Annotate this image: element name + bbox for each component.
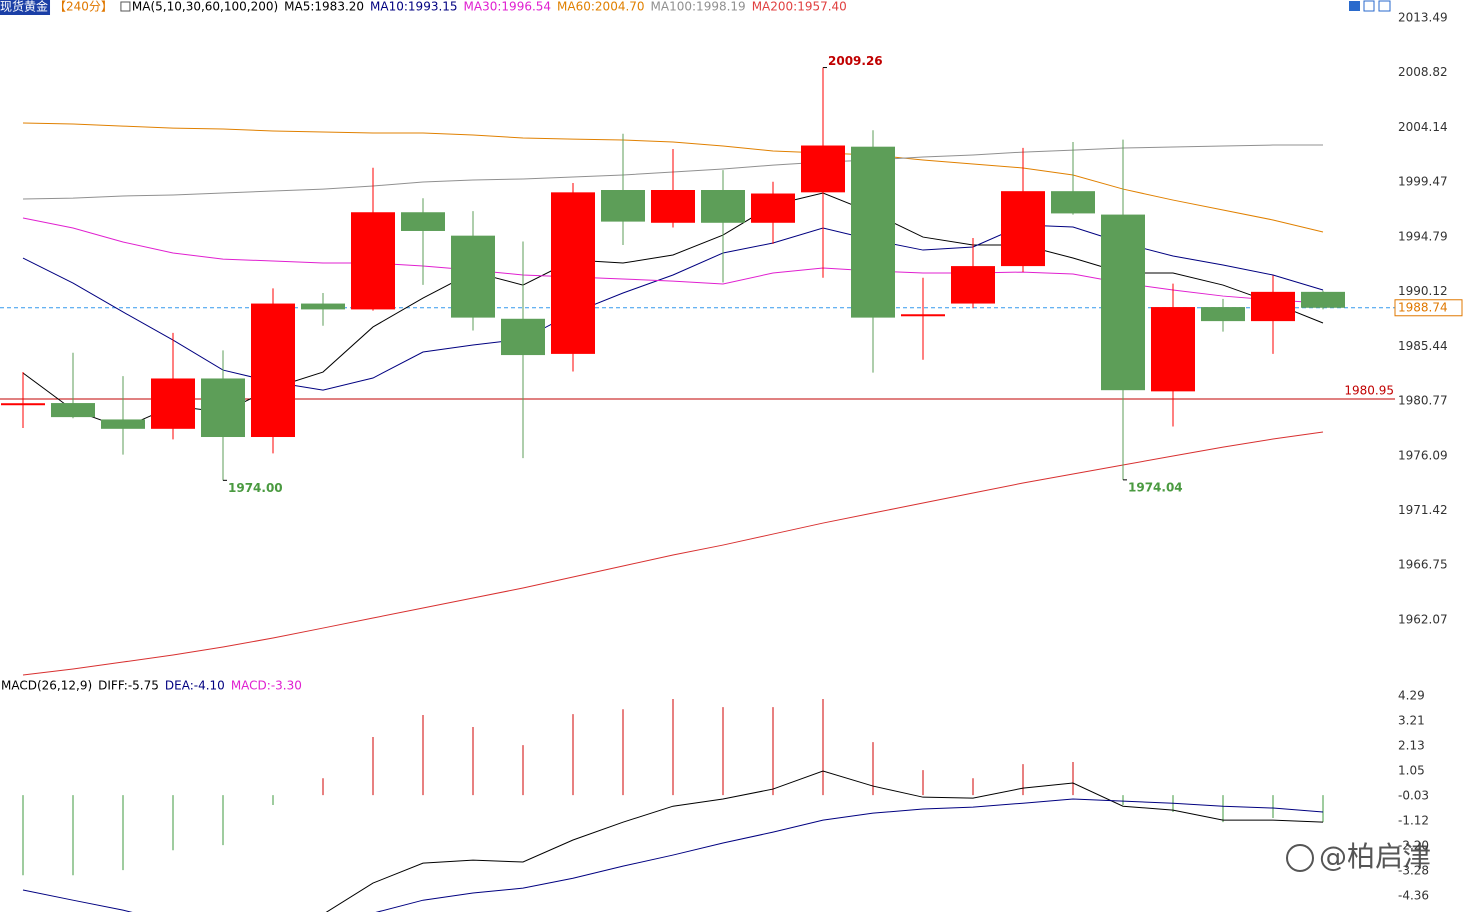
y-tick-label: -1.12 [1398,814,1429,828]
header-item: MA30:1996.54 [464,0,552,14]
candle-body [401,212,445,231]
header-item: MA60:2004.70 [557,0,645,14]
icon[interactable] [1363,0,1375,12]
header-item: DEA:-4.10 [165,679,225,693]
logo [1286,844,1314,872]
y-tick-label: 1962.07 [1398,612,1448,626]
y-tick-label: 1994.79 [1398,229,1448,243]
y-tick-label: 2.13 [1398,738,1425,752]
y-tick-label: 1.05 [1398,763,1425,777]
y-tick-label: 1976.09 [1398,448,1448,462]
candle-body [551,192,595,354]
candle-body [801,145,845,193]
candle-body [1051,191,1095,214]
candle-body [101,419,145,429]
candle-body [1101,214,1145,391]
ref-line-label: 1980.95 [1344,383,1394,397]
candle-body [1201,307,1245,322]
y-tick-label: -3.28 [1398,864,1429,878]
header-item: MA10:1993.15 [370,0,458,14]
watermark: @柏启津 [1286,840,1431,873]
candle-body [901,314,945,317]
header-badge [0,0,51,15]
last-price-box [1394,299,1463,317]
header-item: 现货黄金 [0,0,48,14]
y-tick-label: 2008.82 [1398,65,1448,79]
candle-body [651,190,695,223]
candle-body [1,403,45,406]
icon[interactable] [1349,1,1360,11]
candle-body [201,378,245,438]
ma-icon [120,1,131,12]
ma-line [22,122,1324,233]
candle-body [701,190,745,223]
candle-body [751,193,795,223]
candle-body [351,212,395,310]
header-item: MACD:-3.30 [231,679,302,693]
macd-line [325,770,1324,912]
candle-body [1251,291,1295,322]
header-item: MA100:1998.19 [651,0,746,14]
y-tick-label: 1999.47 [1398,175,1448,189]
y-tick-label: 3.21 [1398,713,1425,727]
low-label: 1974.04 [1128,480,1183,494]
candle-body [301,303,345,310]
high-label: 2009.26 [828,54,883,68]
candle-body [501,318,545,356]
candle-body [451,235,495,318]
y-tick-label: 2013.49 [1398,11,1448,25]
plot [22,699,1324,912]
y-tick-label: -4.36 [1398,889,1429,903]
y-tick-label: -0.03 [1398,788,1429,802]
header-item: MA(5,10,30,60,100,200) [132,0,278,14]
icon[interactable] [1378,0,1391,12]
candle-body [1301,291,1345,308]
y-tick-label: 2004.14 [1398,120,1448,134]
toolbar-icons [1349,0,1391,12]
candle-body [1001,191,1045,267]
candle-body [601,190,645,222]
low-label: 1974.00 [228,481,283,495]
y-tick-label: 1985.44 [1398,339,1448,353]
header-item: DIFF:-5.75 [98,679,159,693]
y-tick-label: 1966.75 [1398,558,1448,572]
last-price-label: 1988.74 [1398,300,1448,314]
header-item: 【240分】 [54,0,113,14]
candle-body [1151,307,1195,392]
candle-body [51,403,95,418]
candle-body [251,303,295,438]
header-item: MACD(26,12,9) [1,679,92,693]
y-tick-label: 1971.42 [1398,503,1448,517]
header-item: MA200:1957.40 [752,0,847,14]
plot [0,67,1395,676]
candle-body [151,378,195,429]
y-tick-label: 1980.77 [1398,394,1448,408]
ma-line [22,431,1324,676]
y-tick-label: 1990.12 [1398,284,1448,298]
macd-line [22,798,1324,912]
header-item: MA5:1983.20 [284,0,364,14]
candle-body [951,266,995,304]
y-tick-label: -2.20 [1398,839,1429,853]
y-tick-label: 4.29 [1398,688,1425,702]
watermark-text: @柏启津 [1319,840,1431,873]
candle-body [851,146,895,318]
